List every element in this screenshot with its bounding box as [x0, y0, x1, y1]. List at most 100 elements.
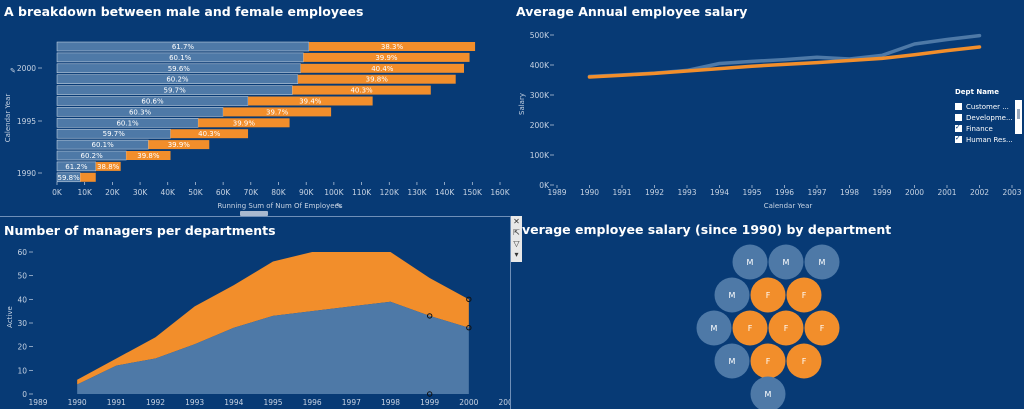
bubble-female: [768, 310, 804, 346]
male-bar-label: 59.6%: [168, 65, 191, 73]
x-tick-label: 1994: [224, 398, 243, 407]
legend-title: Dept Name: [955, 88, 999, 96]
female-bar: [308, 42, 476, 51]
x-tick-label: 1991: [107, 398, 126, 407]
bubble-label: M: [747, 258, 754, 267]
bubble-male: [732, 244, 768, 280]
dept-legend: Dept Name Customer ... Developme... Fina…: [955, 88, 1024, 145]
bubble-label: M: [729, 357, 736, 366]
bubble-label: M: [765, 390, 772, 399]
managers-panel: Number of managers per departments 0 10 20…: [0, 216, 511, 409]
x-tick-label: 1990: [580, 188, 599, 197]
legend-item-customer[interactable]: Customer ...: [955, 101, 1024, 112]
x-axis-title: Calendar Year: [764, 202, 813, 210]
female-bar: [80, 172, 96, 182]
popout-icon[interactable]: ⇱: [513, 228, 520, 237]
male-bar-label: 61.2%: [65, 163, 88, 171]
managers-title: Number of managers per departments: [4, 223, 276, 238]
female-bar: [303, 52, 470, 62]
female-bar: [223, 107, 332, 117]
y-tick-label: 200K: [530, 121, 550, 130]
legend-item-development[interactable]: Developme...: [955, 112, 1024, 123]
x-tick-label: 1989: [28, 398, 47, 407]
y-axis-title: Calendar Year: [4, 94, 12, 143]
bubble-label: F: [784, 324, 789, 333]
x-tick-label: 1995: [742, 188, 761, 197]
female-bar-label: 39.9%: [233, 119, 256, 127]
bubble-label: M: [819, 258, 826, 267]
female-bar-label: 39.8%: [366, 76, 389, 84]
salary-line-chart: 0K 100K 200K 300K 400K 500K 1989 1990 1991 1992 19…: [518, 31, 1022, 210]
y-tick-label: 1995: [17, 117, 36, 126]
filter-icon[interactable]: ▽: [513, 239, 520, 248]
x-tick-label: 110K: [352, 188, 372, 197]
x-tick-label: 2000: [905, 188, 924, 197]
bubble-label: F: [802, 291, 807, 300]
pin-icon: ✎: [10, 67, 16, 75]
y-tick-label: 0K: [539, 181, 550, 190]
bubble-male: [696, 310, 732, 346]
x-tick-label: 1992: [146, 398, 165, 407]
dept-salary-panel: verage employee salary (since 1990) by d…: [522, 216, 1024, 409]
female-bar-label: 39.7%: [266, 108, 289, 116]
checkbox-checked-icon[interactable]: [955, 134, 962, 143]
area-series-lower: [77, 301, 469, 394]
x-tick-label: 130K: [407, 188, 427, 197]
y-tick-label: 2000: [17, 64, 36, 73]
checkbox-checked-icon[interactable]: [955, 123, 962, 132]
y-tick-label: 40: [17, 295, 27, 304]
bubble-female: [786, 277, 822, 313]
bubble-label: F: [802, 357, 807, 366]
y-tick-label: 10: [17, 366, 27, 375]
female-bar-label: 38.3%: [381, 43, 404, 51]
y-tick-label: 20: [17, 343, 27, 352]
legend-item-human-resources[interactable]: Human Res...: [955, 134, 1024, 145]
bubble-female: [750, 277, 786, 313]
bubble-label: M: [783, 258, 790, 267]
close-icon[interactable]: ✕: [513, 217, 520, 226]
x-tick-label: 60K: [216, 188, 232, 197]
dropdown-icon[interactable]: ▾: [514, 250, 519, 259]
bubble-label: F: [748, 324, 753, 333]
y-tick-label: 1990: [17, 169, 36, 178]
checkbox-icon[interactable]: [955, 114, 962, 121]
bubble-female: [804, 310, 840, 346]
area-series-upper: [77, 252, 469, 385]
legend-item-finance[interactable]: Finance: [955, 123, 1024, 134]
x-tick-label: 1998: [840, 188, 859, 197]
x-tick-label: 0K: [52, 188, 63, 197]
legend-scrollbar[interactable]: [1015, 100, 1022, 134]
female-bar-label: 40.3%: [350, 87, 373, 95]
salary-panel: Average Annual employee salary 0K 100K 200…: [512, 0, 1024, 214]
x-tick-label: 1993: [677, 188, 696, 197]
x-tick-label: 50K: [188, 188, 204, 197]
bubble-label: F: [766, 357, 771, 366]
x-tick-label: 2001: [937, 188, 956, 197]
male-bar-label: 60.2%: [166, 76, 189, 84]
legend-item-label: Developme...: [966, 113, 1013, 122]
x-tick-label: 2003: [1002, 188, 1021, 197]
y-tick-label: 60: [17, 248, 27, 257]
x-tick-label: 1996: [775, 188, 794, 197]
female-bar: [95, 161, 121, 171]
y-axis-title: Salary: [518, 93, 526, 115]
y-axis-title: Active: [6, 306, 14, 328]
bubble-label: M: [711, 324, 718, 333]
bubble-label: M: [729, 291, 736, 300]
panel-resize-handle[interactable]: [240, 211, 268, 216]
gender-breakdown-panel: A breakdown between male and female empl…: [0, 0, 512, 214]
x-tick-label: 10K: [77, 188, 93, 197]
legend-item-label: Customer ...: [966, 102, 1009, 111]
x-tick-label: 1995: [263, 398, 282, 407]
checkbox-icon[interactable]: [955, 103, 962, 110]
area-point-marker: [426, 313, 433, 319]
x-tick-label: 1993: [185, 398, 204, 407]
male-bar-label: 60.1%: [116, 119, 139, 127]
female-bar: [300, 63, 465, 73]
female-bar-label: 39.8%: [137, 152, 160, 160]
x-tick-label: 1999: [420, 398, 439, 407]
male-bar-label: 60.1%: [92, 141, 115, 149]
x-tick-label: 30K: [133, 188, 149, 197]
male-bar-label: 59.7%: [103, 130, 126, 138]
x-tick-label: 2002: [970, 188, 989, 197]
